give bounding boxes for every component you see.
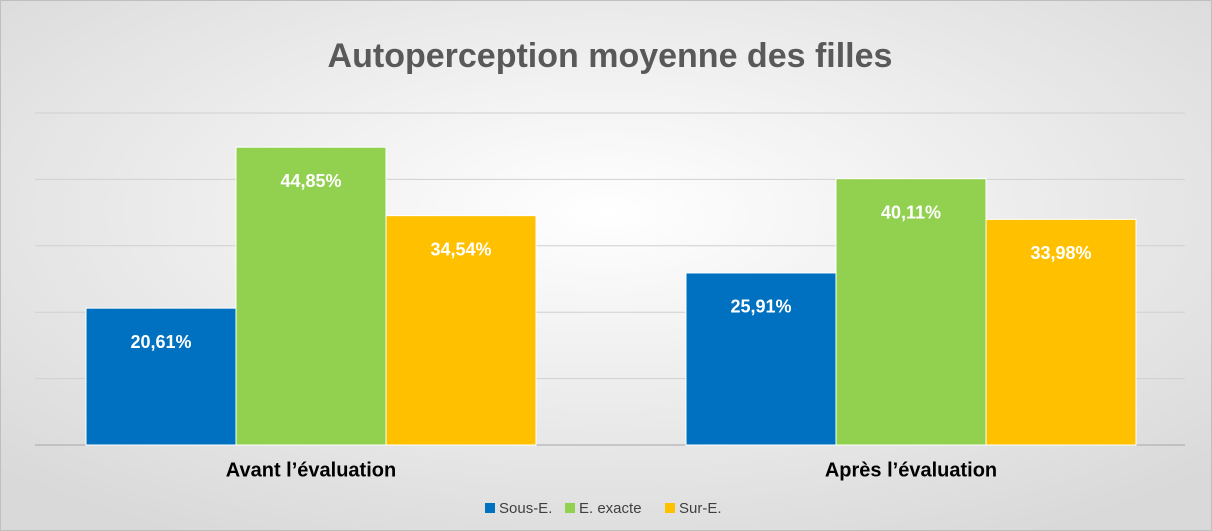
bar — [385, 215, 537, 446]
bar — [235, 146, 387, 446]
x-tick-label: Avant l’évaluation — [226, 459, 396, 481]
bar — [985, 218, 1137, 446]
data-label: 20,61% — [130, 332, 191, 352]
data-label: 40,11% — [881, 202, 941, 222]
chart-title: Autoperception moyenne des filles — [328, 37, 893, 75]
legend-swatch — [485, 503, 495, 513]
x-tick-label: Après l’évaluation — [825, 459, 997, 481]
bar — [85, 307, 237, 446]
data-label: 25,91% — [730, 297, 791, 317]
data-label: 44,85% — [280, 171, 341, 191]
bar — [835, 178, 987, 446]
legend-swatch — [665, 503, 675, 513]
data-label: 34,54% — [430, 239, 491, 259]
legend-label: E. exacte — [579, 500, 642, 517]
legend-swatch — [565, 503, 575, 513]
bar — [685, 272, 837, 446]
data-label: 33,98% — [1030, 243, 1091, 263]
legend-label: Sous-E. — [499, 500, 552, 517]
legend-label: Sur-E. — [679, 500, 722, 517]
